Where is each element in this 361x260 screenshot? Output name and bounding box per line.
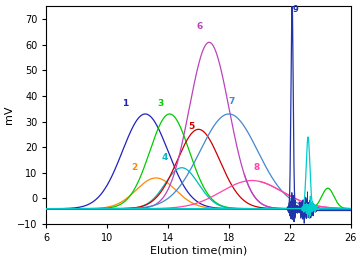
Text: 8: 8 bbox=[253, 163, 260, 172]
Text: 5: 5 bbox=[188, 122, 194, 131]
Text: 9: 9 bbox=[293, 5, 299, 14]
X-axis label: Elution time(min): Elution time(min) bbox=[150, 246, 247, 256]
Text: 7: 7 bbox=[229, 97, 235, 106]
Text: 3: 3 bbox=[157, 99, 164, 108]
Text: 1: 1 bbox=[122, 99, 129, 108]
Text: 4: 4 bbox=[162, 153, 168, 162]
Text: 6: 6 bbox=[197, 22, 203, 31]
Text: 2: 2 bbox=[131, 163, 138, 172]
Y-axis label: mV: mV bbox=[4, 106, 14, 125]
